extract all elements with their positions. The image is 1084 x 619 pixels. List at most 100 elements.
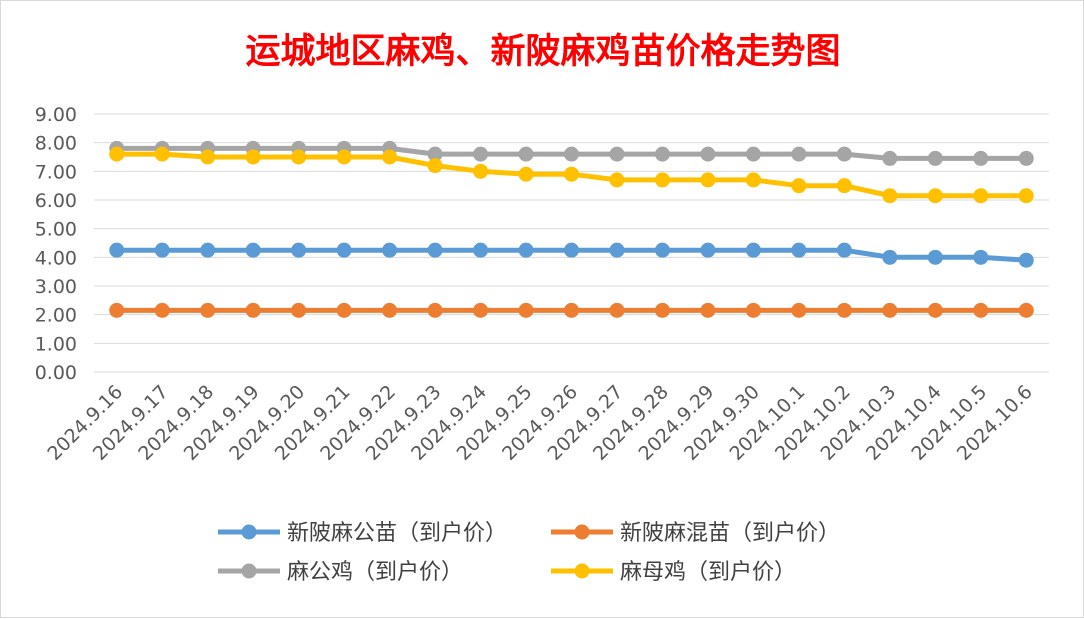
legend-item: 麻公鸡（到户价） — [218, 560, 463, 585]
series-2 — [109, 302, 1034, 318]
data-point — [927, 188, 943, 204]
data-point — [473, 302, 489, 318]
data-point — [518, 302, 534, 318]
series-1 — [109, 242, 1034, 268]
x-axis-tick-labels: 2024.9.162024.9.172024.9.182024.9.192024… — [43, 381, 1036, 465]
data-point — [154, 302, 170, 318]
legend-label: 新陂麻混苗（到户价） — [620, 521, 840, 546]
legend: 新陂麻公苗（到户价） 新陂麻混苗（到户价） 麻公鸡（到户价） 麻母鸡（到户价） — [218, 521, 840, 585]
y-tick-label: 7.00 — [35, 161, 77, 183]
data-point — [1018, 302, 1034, 318]
data-point — [654, 172, 670, 188]
data-point — [518, 242, 534, 258]
data-point — [836, 146, 852, 162]
data-point — [200, 302, 216, 318]
data-point — [200, 242, 216, 258]
data-point — [109, 146, 125, 162]
data-point — [836, 302, 852, 318]
data-point — [291, 242, 307, 258]
data-point — [382, 242, 398, 258]
data-point — [564, 242, 579, 258]
data-point — [518, 146, 534, 162]
data-point — [973, 302, 989, 318]
data-point — [473, 163, 489, 179]
data-point — [291, 149, 307, 165]
data-point — [382, 302, 398, 318]
data-point — [109, 302, 125, 318]
chart-title: 运城地区麻鸡、新陂麻鸡苗价格走势图 — [245, 31, 840, 72]
data-point — [745, 172, 761, 188]
data-point — [609, 172, 625, 188]
data-point — [154, 242, 170, 258]
data-point — [1018, 150, 1034, 166]
data-point — [336, 302, 352, 318]
data-point — [836, 242, 852, 258]
data-point — [700, 172, 716, 188]
data-point — [700, 302, 716, 318]
data-point — [882, 302, 898, 318]
data-point — [654, 146, 670, 162]
legend-swatch-marker — [241, 563, 257, 579]
data-point — [518, 166, 534, 182]
data-point — [745, 146, 761, 162]
data-point — [382, 149, 398, 165]
legend-swatch-marker — [574, 563, 590, 579]
data-point — [564, 166, 579, 182]
data-point — [745, 302, 761, 318]
y-tick-label: 0.00 — [35, 362, 77, 384]
data-point — [973, 188, 989, 204]
data-point — [200, 149, 216, 165]
series-group — [109, 140, 1034, 318]
data-point — [973, 150, 989, 166]
data-point — [927, 150, 943, 166]
legend-label: 新陂麻公苗（到户价） — [287, 521, 507, 546]
data-point — [791, 242, 807, 258]
data-point — [609, 302, 625, 318]
series-4 — [109, 146, 1034, 204]
y-tick-label: 3.00 — [35, 276, 77, 298]
data-point — [700, 146, 716, 162]
legend-item: 新陂麻混苗（到户价） — [551, 521, 840, 546]
data-point — [882, 188, 898, 204]
legend-label: 麻公鸡（到户价） — [287, 560, 463, 585]
data-point — [609, 146, 625, 162]
y-tick-label: 2.00 — [35, 305, 77, 327]
y-tick-label: 9.00 — [35, 104, 77, 126]
data-point — [427, 242, 443, 258]
legend-item: 麻母鸡（到户价） — [551, 560, 796, 585]
data-point — [564, 302, 579, 318]
data-point — [1018, 252, 1034, 268]
data-point — [427, 146, 443, 162]
data-point — [564, 146, 579, 162]
data-point — [654, 242, 670, 258]
data-point — [791, 146, 807, 162]
y-tick-label: 6.00 — [35, 190, 77, 212]
data-point — [927, 249, 943, 265]
data-point — [154, 146, 170, 162]
y-axis-tick-labels: 0.00 1.00 2.00 3.00 4.00 5.00 6.00 7.00 8.00 9.00 — [35, 104, 77, 384]
data-point — [291, 302, 307, 318]
data-point — [1018, 188, 1034, 204]
y-tick-label: 8.00 — [35, 133, 77, 155]
data-point — [609, 242, 625, 258]
data-point — [836, 178, 852, 194]
data-point — [336, 242, 352, 258]
data-point — [700, 242, 716, 258]
data-point — [791, 302, 807, 318]
data-point — [791, 178, 807, 194]
data-point — [245, 149, 261, 165]
data-point — [427, 302, 443, 318]
data-point — [882, 249, 898, 265]
data-point — [473, 146, 489, 162]
data-point — [882, 150, 898, 166]
data-point — [245, 302, 261, 318]
data-point — [336, 149, 352, 165]
data-point — [473, 242, 489, 258]
data-point — [927, 302, 943, 318]
y-tick-label: 1.00 — [35, 333, 77, 355]
legend-swatch-marker — [574, 524, 590, 540]
data-point — [245, 242, 261, 258]
data-point — [973, 249, 989, 265]
